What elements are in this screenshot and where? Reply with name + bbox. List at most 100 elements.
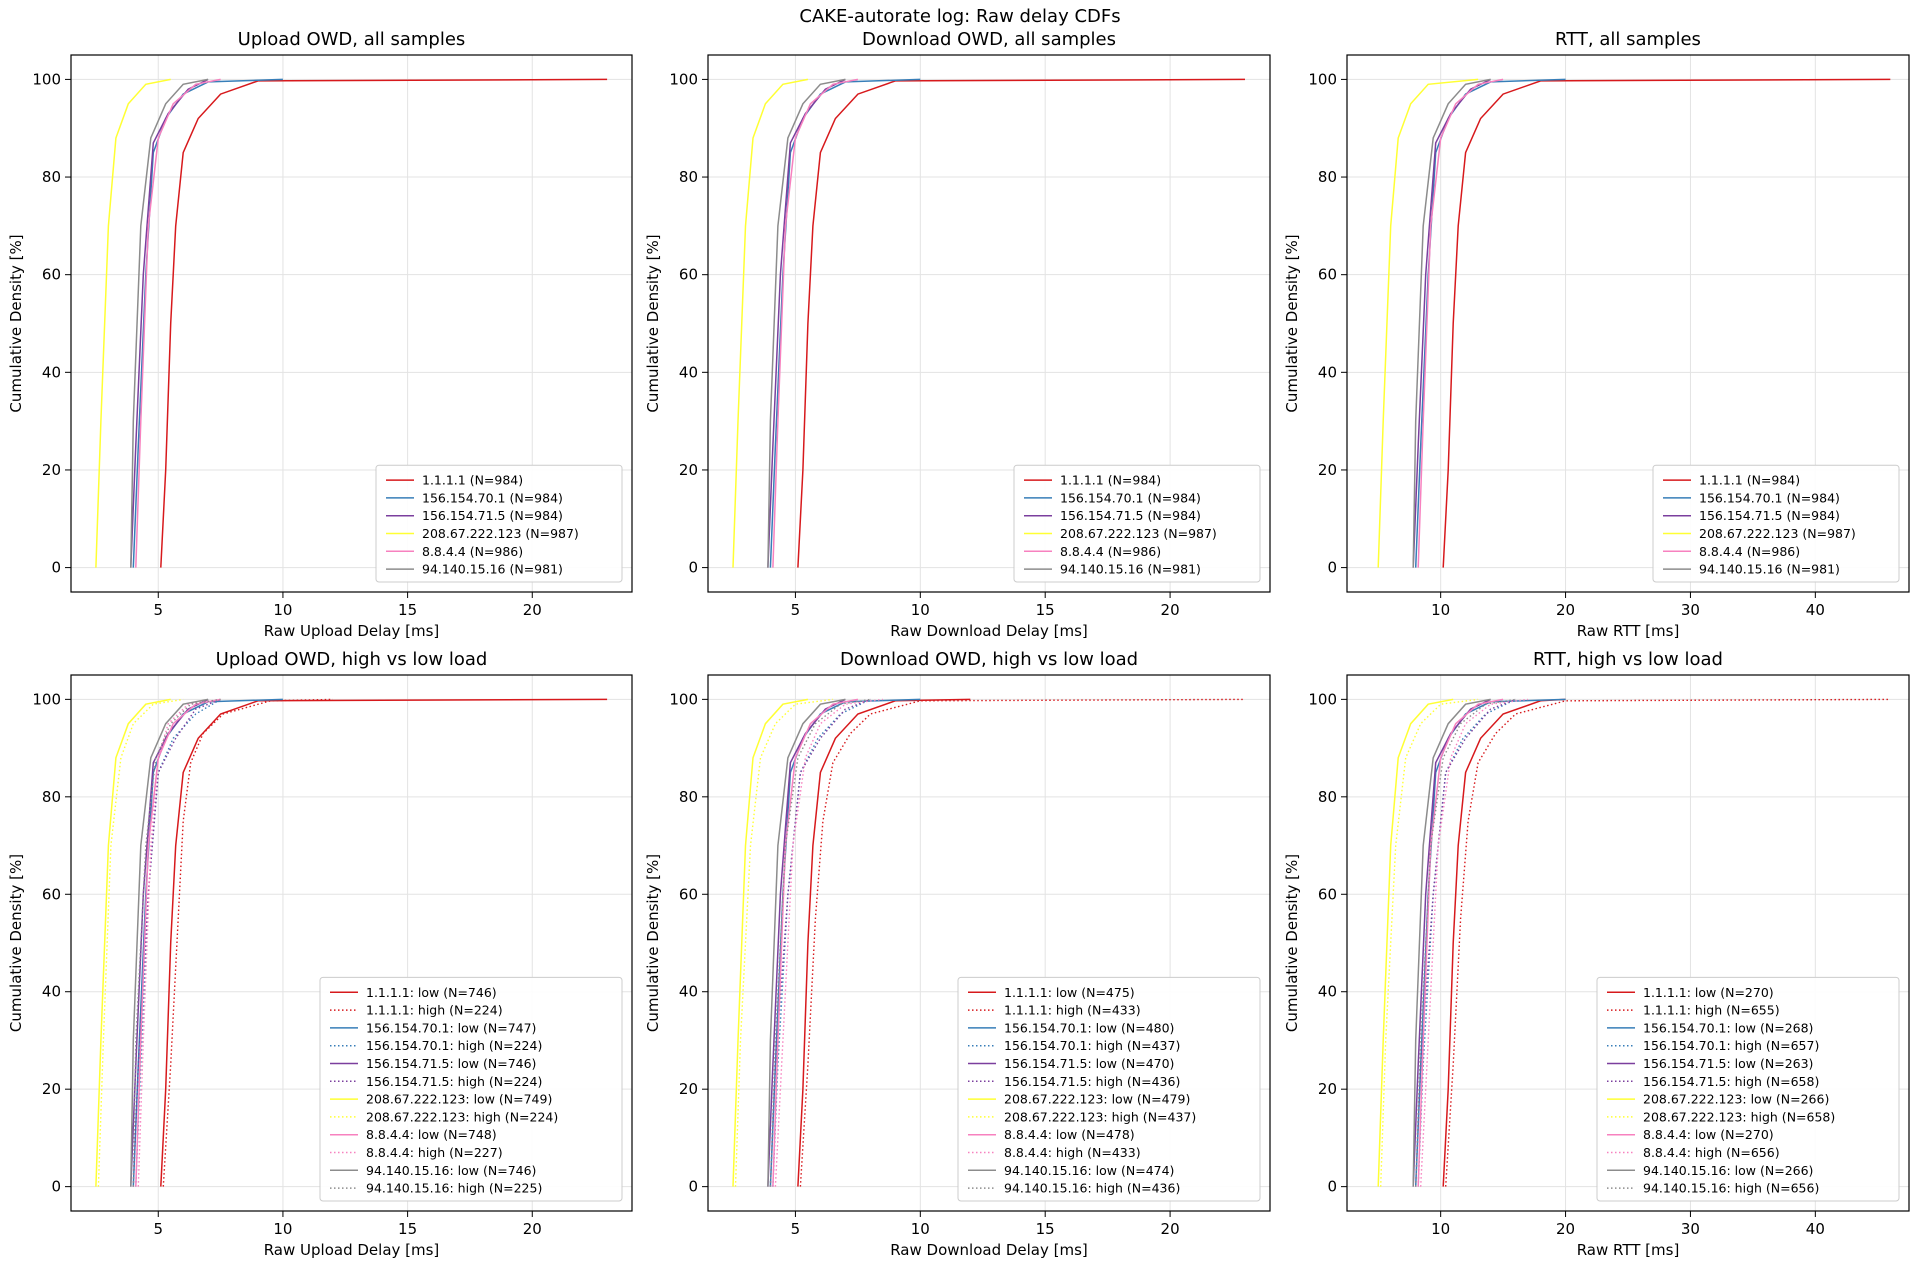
legend-label: 94.140.15.16 (N=981) [422, 562, 563, 577]
series-line [162, 698, 333, 1187]
y-axis-label: Cumulative Density [%] [1283, 234, 1301, 412]
y-tick-label: 60 [679, 266, 698, 284]
y-axis-label: Cumulative Density [%] [7, 854, 25, 1032]
series-line [130, 78, 209, 568]
legend-label: 156.154.71.5 (N=984) [422, 508, 563, 523]
legend-label: 156.154.70.1: high (N=224) [366, 1038, 542, 1053]
legend-label: 94.140.15.16 (N=981) [1699, 562, 1840, 577]
y-tick-label: 20 [679, 461, 698, 479]
figure-suptitle: CAKE-autorate log: Raw delay CDFs [799, 6, 1121, 27]
series-line [769, 698, 871, 1187]
axes-title: Upload OWD, all samples [238, 29, 466, 50]
y-axis-label: Cumulative Density [%] [7, 234, 25, 412]
x-tick-label: 20 [1556, 601, 1575, 619]
series-line [1415, 698, 1516, 1187]
series-line [797, 78, 1246, 568]
y-tick-label: 80 [1318, 168, 1337, 186]
series-line [95, 78, 171, 568]
y-axis-label: Cumulative Density [%] [1283, 854, 1301, 1032]
series-line [769, 698, 871, 1187]
series-group [95, 698, 608, 1187]
y-tick-label: 40 [42, 363, 61, 381]
series-line [769, 698, 921, 1187]
x-axis-label: Raw RTT [ms] [1577, 622, 1680, 640]
series-line [130, 698, 209, 1187]
y-tick-label: 0 [51, 559, 61, 577]
legend-label: 94.140.15.16: high (N=436) [1004, 1181, 1180, 1196]
x-axis-label: Raw Download Delay [ms] [890, 1241, 1088, 1259]
axes-title: RTT, high vs low load [1533, 649, 1723, 670]
x-axis-label: Raw Download Delay [ms] [890, 622, 1088, 640]
series-line [774, 698, 883, 1187]
legend-label: 156.154.70.1: low (N=747) [366, 1020, 536, 1035]
x-tick-label: 15 [1036, 1220, 1055, 1238]
series-line [1415, 698, 1516, 1187]
y-tick-label: 0 [1327, 559, 1337, 577]
legend-label: 156.154.71.5: low (N=470) [1004, 1056, 1174, 1071]
legend-label: 8.8.4.4: low (N=748) [366, 1127, 497, 1142]
series-line [772, 698, 859, 1187]
x-tick-label: 20 [1556, 1220, 1575, 1238]
legend-label: 208.67.222.123: low (N=266) [1643, 1092, 1829, 1107]
series-line [135, 78, 221, 568]
legend-label: 94.140.15.16: high (N=225) [366, 1181, 542, 1196]
legend-label: 208.67.222.123 (N=987) [1060, 526, 1217, 541]
y-axis-label: Cumulative Density [%] [644, 234, 662, 412]
axes-frame [70, 674, 633, 1212]
y-tick-label: 0 [688, 559, 698, 577]
series-line [1412, 78, 1491, 568]
y-tick-label: 80 [679, 788, 698, 806]
legend-label: 156.154.71.5 (N=984) [1699, 508, 1840, 523]
legend-label: 156.154.70.1: low (N=268) [1643, 1020, 1813, 1035]
series-line [1377, 698, 1454, 1187]
legend-label: 208.67.222.123 (N=987) [422, 526, 579, 541]
x-tick-label: 20 [1161, 1220, 1180, 1238]
legend-label: 8.8.4.4: low (N=270) [1643, 1127, 1774, 1142]
legend-label: 8.8.4.4: low (N=478) [1004, 1127, 1135, 1142]
legend-label: 156.154.71.5: low (N=746) [366, 1056, 536, 1071]
series-line [130, 698, 209, 1187]
panel-1: 5 10 15 20 0 20 40 60 80 100 Upload OWD, all sampl… [7, 29, 633, 640]
series-line [1417, 698, 1516, 1187]
legend-frame [957, 976, 1261, 1202]
y-tick-label: 60 [42, 266, 61, 284]
legend-label: 208.67.222.123: high (N=437) [1004, 1109, 1196, 1124]
legend-label: 94.140.15.16: low (N=746) [366, 1163, 536, 1178]
axes-frame [1346, 674, 1910, 1212]
y-tick-label: 80 [42, 788, 61, 806]
legend-label: 1.1.1.1: low (N=270) [1643, 985, 1774, 1000]
y-tick-label: 40 [679, 983, 698, 1001]
y-tick-label: 60 [1318, 266, 1337, 284]
y-tick-label: 20 [679, 1080, 698, 1098]
series-group [732, 698, 1246, 1187]
legend-label: 94.140.15.16: high (N=656) [1643, 1181, 1819, 1196]
y-tick-label: 20 [1318, 461, 1337, 479]
legend-frame [319, 976, 623, 1202]
series-line [732, 78, 809, 568]
x-tick-label: 20 [1161, 601, 1180, 619]
series-line [132, 698, 221, 1187]
x-tick-label: 5 [153, 1220, 163, 1238]
series-line [772, 78, 859, 568]
x-tick-label: 15 [398, 601, 417, 619]
legend-label: 8.8.4.4: high (N=227) [366, 1145, 503, 1160]
legend-label: 156.154.70.1 (N=984) [422, 490, 563, 505]
axes-frame [1346, 54, 1910, 593]
series-line [1412, 698, 1491, 1187]
series-line [767, 698, 846, 1187]
y-tick-label: 60 [42, 885, 61, 903]
axes-title: Download OWD, high vs low load [840, 649, 1138, 670]
legend-label: 1.1.1.1 (N=984) [422, 473, 523, 488]
x-tick-label: 10 [911, 601, 930, 619]
y-tick-label: 100 [669, 690, 698, 708]
legend-label: 208.67.222.123: low (N=479) [1004, 1092, 1190, 1107]
series-line [137, 698, 221, 1187]
x-tick-label: 10 [273, 1220, 292, 1238]
series-line [767, 698, 846, 1187]
legend: 1.1.1.1 (N=984) 156.154.70.1 (N=984) 156.1… [375, 464, 623, 583]
series-line [1414, 78, 1566, 568]
axes-frame [707, 674, 1271, 1212]
legend-frame [1596, 976, 1900, 1202]
legend-label: 8.8.4.4 (N=986) [422, 544, 523, 559]
series-group [732, 78, 1246, 568]
